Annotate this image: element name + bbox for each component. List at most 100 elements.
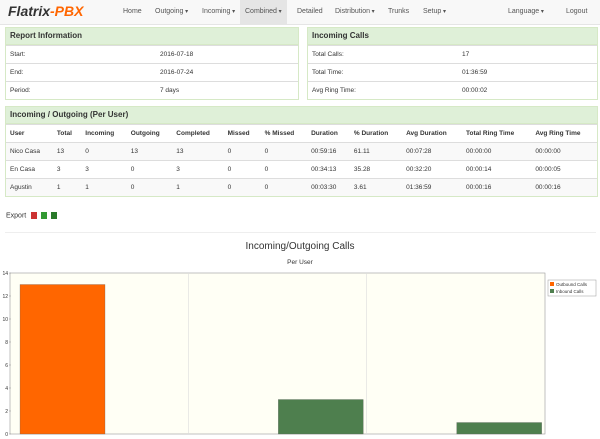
cell: 17 <box>458 45 597 64</box>
row: Nico Casa 13 0 13 13 0 0 00:59:16 61.11 00:07:28 0… <box>6 142 597 161</box>
chart-title: Incoming/Outgoing Calls <box>246 241 355 252</box>
header-row: User Total Incoming Outgoing Completed Missed… <box>6 124 597 143</box>
cell: End: <box>6 63 156 82</box>
pdf-icon[interactable] <box>31 212 38 219</box>
cell: 0 <box>260 178 308 196</box>
legend-swatch <box>550 289 554 293</box>
cell: 3 <box>81 160 127 179</box>
row: End: 2016-07-24 <box>6 63 298 82</box>
per-user-panel: Incoming / Outgoing (Per User) User Total I… <box>5 106 598 197</box>
export-label: Export <box>6 212 27 220</box>
legend-swatch <box>550 282 554 286</box>
incoming-table: Total Calls: 17 Total Time: 01:36:59 Avg Rin… <box>308 45 597 99</box>
row: Start: 2016-07-18 <box>6 45 298 64</box>
cell: 00:00:00 <box>531 142 597 161</box>
nav-item[interactable]: Outgoing <box>150 0 193 24</box>
y-tick-label: 2 <box>5 409 8 415</box>
cell: 13 <box>126 142 173 161</box>
cell: 00:34:13 <box>307 160 350 179</box>
legend-box <box>547 279 597 297</box>
nav-item[interactable]: Detailed <box>297 8 323 15</box>
header-cell: Total Ring Time <box>462 124 532 143</box>
cell: 3 <box>172 160 224 179</box>
header-cell: Avg Duration <box>402 124 463 143</box>
cell: 61.11 <box>349 142 403 161</box>
nav-item[interactable]: Logout <box>566 8 588 15</box>
nav-item[interactable]: Trunks <box>388 8 410 15</box>
cell: 35.28 <box>349 160 403 179</box>
cell: 00:00:16 <box>462 178 532 196</box>
header-cell: User <box>6 124 53 143</box>
cell: 01:36:59 <box>458 63 597 82</box>
cell: 13 <box>172 142 224 161</box>
cell: 3 <box>52 160 82 179</box>
header-cell: Total <box>52 124 82 143</box>
bar <box>456 422 542 435</box>
cell: 00:00:00 <box>462 142 532 161</box>
row: Total Calls: 17 <box>308 45 597 64</box>
cell: 7 days <box>156 81 298 99</box>
y-tick-label: 6 <box>5 363 8 369</box>
cell: Period: <box>6 81 156 99</box>
cell: 00:59:16 <box>307 142 350 161</box>
cell: 0 <box>126 160 173 179</box>
nav-item[interactable]: Setup <box>418 0 451 24</box>
incoming-panel: Incoming Calls Total Calls: 17 Total Time: 0… <box>307 27 598 100</box>
panel-title: Report Information <box>6 28 298 45</box>
cell: 1 <box>52 178 82 196</box>
cell: 0 <box>223 142 261 161</box>
cell: 1 <box>81 178 127 196</box>
y-tick-label: 8 <box>5 340 8 346</box>
cell: 00:03:30 <box>307 178 350 196</box>
cell: 00:00:14 <box>462 160 532 179</box>
cell: 00:00:02 <box>458 81 597 99</box>
header-cell: Incoming <box>81 124 127 143</box>
header-cell: Avg Ring Time <box>531 124 597 143</box>
cell: 1 <box>172 178 224 196</box>
panel-title: Incoming / Outgoing (Per User) <box>6 107 597 124</box>
cell: 0 <box>81 142 127 161</box>
cell: Avg Ring Time: <box>308 81 458 99</box>
y-tick-label: 4 <box>5 386 8 392</box>
y-tick-label: 12 <box>2 294 8 300</box>
cell: 0 <box>260 142 308 161</box>
bar <box>278 399 364 435</box>
xls-icon[interactable] <box>51 212 58 219</box>
header-cell: Completed <box>172 124 224 143</box>
nav-item[interactable]: Combined <box>240 0 287 24</box>
cell: 01:36:59 <box>402 178 463 196</box>
cell: 0 <box>223 160 261 179</box>
y-tick-label: 14 <box>2 271 8 277</box>
nav-item[interactable]: Home <box>123 8 142 15</box>
y-tick-label: 10 <box>2 317 8 323</box>
row: Period: 7 days <box>6 81 298 99</box>
cell: 2016-07-24 <box>156 63 298 82</box>
nav-item[interactable]: Incoming <box>197 0 240 24</box>
cell: 00:32:20 <box>402 160 463 179</box>
header-cell: Outgoing <box>126 124 173 143</box>
y-tick-label: 0 <box>5 432 8 438</box>
header-cell: % Duration <box>349 124 403 143</box>
cell: 3.61 <box>349 178 403 196</box>
export: Export <box>6 212 58 220</box>
row: En Casa 3 3 0 3 0 0 00:34:13 35.28 00:32:20 00:00:… <box>6 160 597 179</box>
nav-item[interactable]: Language <box>508 0 544 24</box>
bar <box>19 284 106 435</box>
header-cell: Duration <box>307 124 350 143</box>
report-panel: Report Information Start: 2016-07-18 End: 20… <box>5 27 299 100</box>
logo-suffix: -PBX <box>50 3 84 19</box>
csv-icon[interactable] <box>41 212 48 219</box>
cell: Nico Casa <box>6 142 53 161</box>
cell: 2016-07-18 <box>156 45 298 64</box>
nav-item[interactable]: Distribution <box>330 0 380 24</box>
report-table: Start: 2016-07-18 End: 2016-07-24 Period: 7 d… <box>6 45 298 99</box>
panel-title: Incoming Calls <box>308 28 597 45</box>
cell: 0 <box>126 178 173 196</box>
cell: 0 <box>223 178 261 196</box>
cell: Total Calls: <box>308 45 458 64</box>
cell: 00:07:28 <box>402 142 463 161</box>
legend-label: Outbound Calls <box>556 282 588 287</box>
logo[interactable]: Flatrix-PBX <box>8 3 83 19</box>
